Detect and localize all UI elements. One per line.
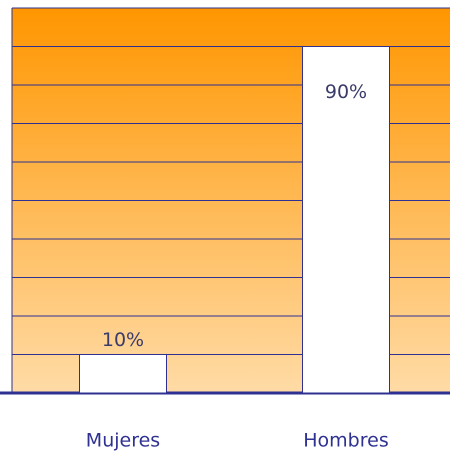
x-tick-label: Mujeres — [86, 430, 160, 452]
bar — [302, 46, 390, 394]
value-label: 10% — [102, 329, 144, 351]
x-tick-label: Hombres — [303, 430, 388, 452]
bar — [79, 354, 167, 394]
value-label: 90% — [325, 81, 367, 103]
